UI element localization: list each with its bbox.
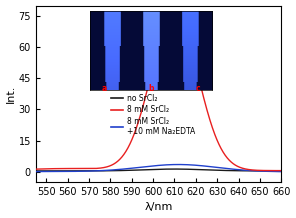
X-axis label: λ/nm: λ/nm	[144, 203, 173, 213]
Y-axis label: Int.: Int.	[6, 85, 16, 103]
Legend: no SrCl₂, 8 mM SrCl₂, 8 mM SrCl₂
+10 mM Na₂EDTA: no SrCl₂, 8 mM SrCl₂, 8 mM SrCl₂ +10 mM …	[108, 91, 198, 139]
